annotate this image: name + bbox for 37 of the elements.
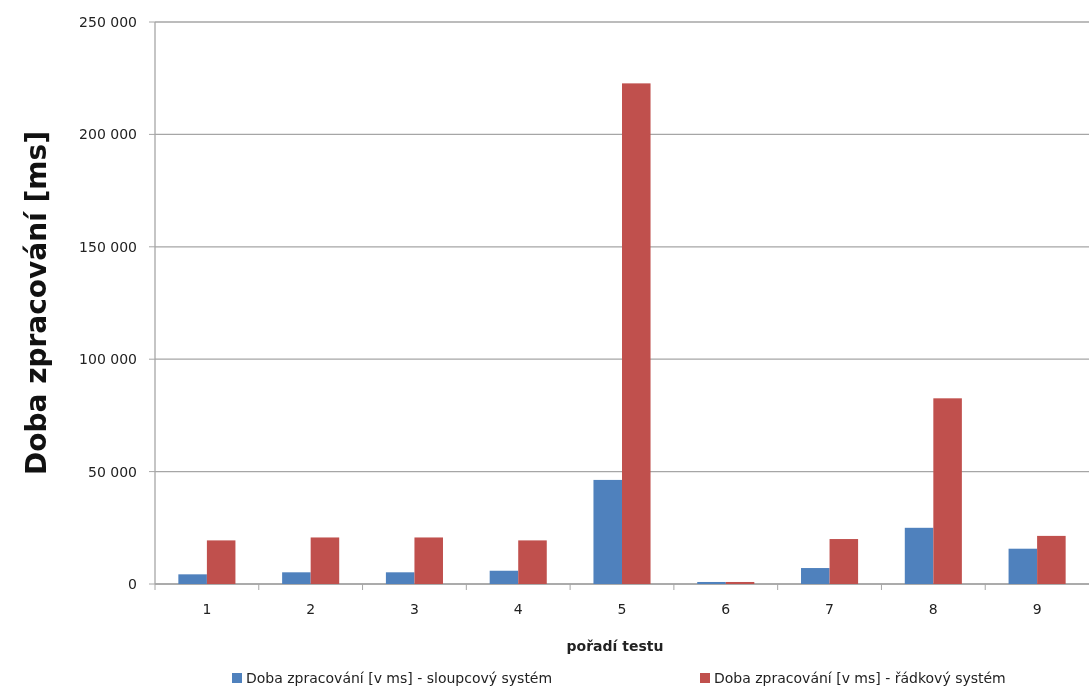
y-tick-label: 50 000 [88,463,137,480]
x-axis-title: pořadí testu [566,638,664,654]
x-tick-label: 7 [825,601,835,617]
y-tick-label: 200 000 [79,126,137,143]
bar [622,83,651,584]
bar [1037,535,1066,584]
bar [1008,548,1038,584]
bar [593,479,622,584]
x-tick-label: 1 [202,601,212,617]
bar [178,574,207,584]
bar [725,581,755,584]
bar [385,572,415,584]
x-tick-label: 6 [721,601,731,617]
y-tick-label: 0 [128,575,137,592]
bar [282,572,311,584]
bar [489,570,519,584]
bar [414,537,443,584]
x-tick-label: 8 [928,601,938,617]
y-tick-label: 100 000 [79,351,137,368]
x-tick-label: 4 [513,601,523,617]
legend-label: Doba zpracování [v ms] - řádkový systém [714,670,1006,686]
bar [829,539,859,584]
y-tick-label: 150 000 [79,238,137,255]
bar [933,398,962,584]
y-tick-label: 250 000 [79,13,137,30]
bar [206,540,236,584]
bar [697,581,726,584]
legend-label: Doba zpracování [v ms] - sloupcový systém [246,670,553,686]
x-tick-label: 9 [1032,601,1042,617]
bar [518,540,547,584]
bar [310,537,340,584]
x-tick-label: 3 [409,601,419,617]
x-tick-label: 2 [306,601,316,617]
x-tick-label: 5 [617,601,627,617]
bar [801,568,830,584]
bar [904,527,934,584]
y-axis-title: Doba zpracování [ms] [20,131,53,475]
